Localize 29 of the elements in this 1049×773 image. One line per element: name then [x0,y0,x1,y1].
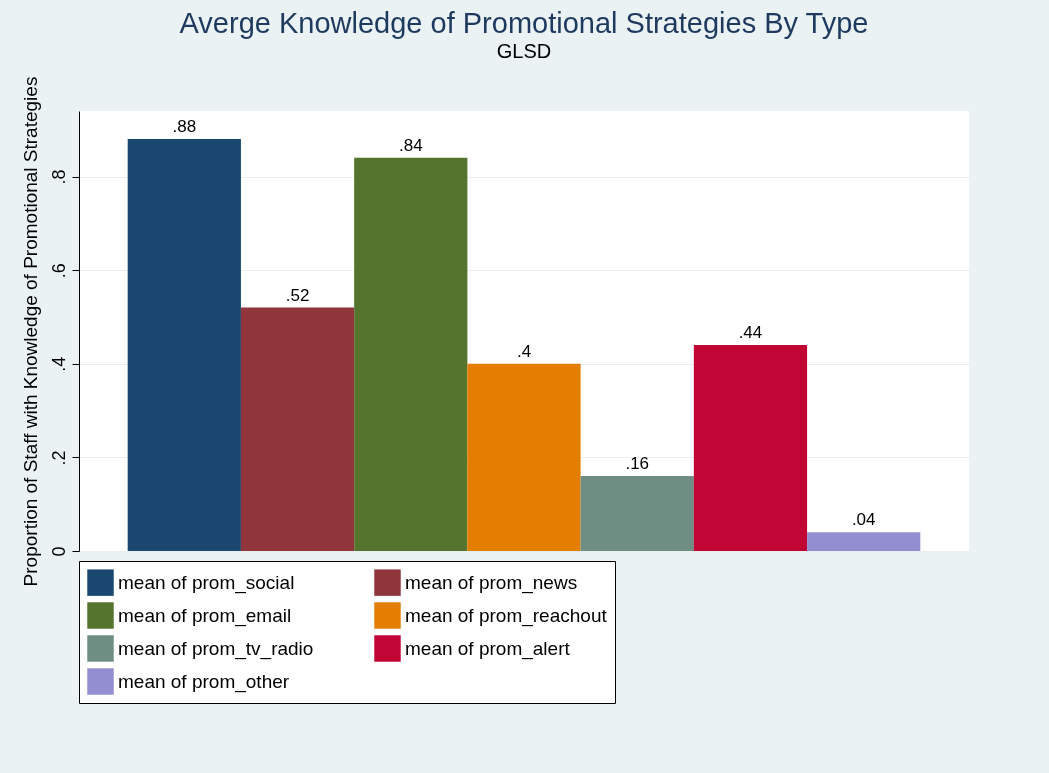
bar [240,307,355,551]
legend-label: mean of prom_reachout [405,604,608,627]
y-tick-label: .4 [48,356,69,372]
bar [467,363,581,551]
data-label: .88 [172,117,197,137]
legend-label: mean of prom_news [405,571,578,594]
legend-label: mean of prom_other [118,670,290,693]
data-label: .52 [285,285,310,305]
y-tick-label: 0 [48,546,69,557]
y-tick-label: .6 [48,263,69,279]
data-label: .16 [625,454,650,474]
data-label: .4 [516,341,532,361]
bar [693,345,808,551]
bar [807,532,921,551]
y-tick-label: .2 [48,450,69,466]
y-axis-title: Proportion of Staff with Knowledge of Promotional Strategies [19,76,41,587]
bar [580,476,694,551]
y-tick-label: .8 [48,169,69,185]
legend-label: mean of prom_tv_radio [118,637,314,660]
chart-title: Averge Knowledge of Promotional Strategies By Type [179,7,869,40]
bar [354,157,468,551]
data-label: .04 [851,510,876,530]
legend-label: mean of prom_social [118,571,295,594]
bar [127,139,241,551]
legend-label: mean of prom_email [118,604,292,627]
data-label: .84 [398,135,423,155]
legend-label: mean of prom_alert [405,637,571,660]
chart-subtitle: GLSD [496,40,552,63]
data-label: .44 [738,323,763,343]
